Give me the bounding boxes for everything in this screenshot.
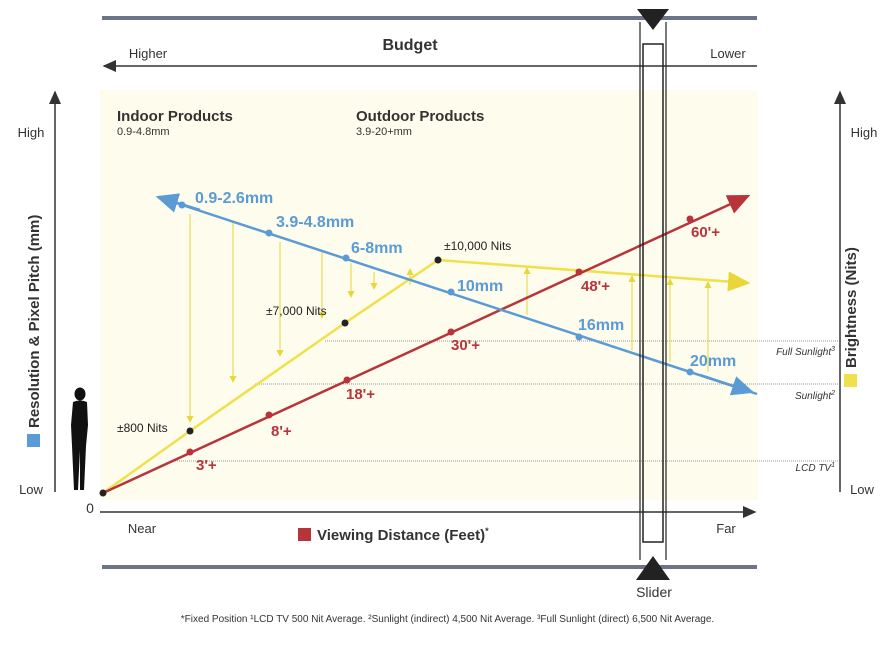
data-point (447, 328, 455, 336)
pitch-label: 6-8mm (351, 240, 403, 257)
nits-label: ±10,000 Nits (444, 239, 511, 253)
data-point (178, 201, 186, 209)
slider-top-handle-icon[interactable] (637, 9, 669, 30)
pitch-label: 20mm (690, 353, 736, 370)
data-point (342, 254, 350, 262)
nits-label: ±7,000 Nits (266, 304, 327, 318)
right-axis-title: Brightness (Nits) (843, 247, 860, 368)
pixel-pitch-line (157, 195, 758, 396)
pitch-label: 16mm (578, 317, 624, 334)
slider[interactable]: Slider (636, 9, 672, 600)
outdoor-range: 3.9-20+mm (356, 126, 412, 138)
right-axis-swatch (844, 374, 857, 387)
slider-label: Slider (636, 584, 672, 600)
origin-label: 0 (86, 500, 94, 516)
pixel-pitch-arrowhead (699, 373, 755, 396)
right-axis-title-group: Brightness (Nits) (843, 247, 860, 387)
brightness-points: ±800 Nits ±7,000 Nits ±10,000 Nits (117, 239, 511, 435)
nits-label: ±800 Nits (117, 421, 168, 435)
slider-bottom-handle-icon[interactable] (636, 556, 670, 580)
reference-lines: Full Sunlight3 Sunlight2 LCD TV1 (175, 340, 838, 474)
distance-label: 3'+ (196, 457, 217, 474)
person-icon (71, 387, 88, 490)
origin-point (99, 489, 107, 497)
left-axis-low: Low (19, 482, 43, 497)
x-axis-far: Far (716, 521, 736, 536)
pitch-label: 0.9-2.6mm (195, 190, 273, 207)
budget-title: Budget (382, 37, 438, 54)
data-point (575, 268, 583, 276)
x-axis-swatch (298, 528, 311, 541)
data-point (265, 411, 273, 419)
data-point (343, 376, 351, 384)
plot-background (100, 90, 758, 500)
data-point (341, 319, 349, 327)
pitch-label: 3.9-4.8mm (276, 214, 354, 231)
indoor-range: 0.9-4.8mm (117, 126, 170, 138)
data-point (265, 229, 273, 237)
left-axis-title: Resolution & Pixel Pitch (mm) (26, 215, 43, 428)
data-point (447, 288, 455, 296)
right-axis-low: Low (850, 482, 874, 497)
data-point (434, 256, 442, 264)
data-point (186, 448, 194, 456)
data-point (686, 215, 694, 223)
budget-lower-label: Lower (710, 46, 746, 61)
brightness-arrows (186, 214, 712, 423)
x-axis-title: Viewing Distance (Feet)* (317, 526, 489, 544)
budget-higher-label: Higher (129, 46, 168, 61)
indoor-title: Indoor Products (117, 108, 233, 125)
pixel-pitch-points: 0.9-2.6mm 3.9-4.8mm 6-8mm 10mm 16mm 20mm (178, 190, 736, 376)
distance-label: 8'+ (271, 423, 292, 440)
outdoor-title: Outdoor Products (356, 108, 484, 125)
distance-label: 18'+ (346, 386, 375, 403)
x-axis-near: Near (128, 521, 157, 536)
left-axis-high: High (18, 125, 45, 140)
distance-label: 30'+ (451, 337, 480, 354)
ref-label-lcd-tv: LCD TV1 (796, 462, 836, 474)
ref-label-full-sunlight: Full Sunlight3 (776, 346, 835, 358)
data-point (686, 368, 694, 376)
right-axis-high: High (851, 125, 878, 140)
data-point (575, 333, 583, 341)
left-axis-swatch (27, 434, 40, 447)
viewing-distance-points: 3'+ 8'+ 18'+ 30'+ 48'+ 60'+ (186, 215, 720, 474)
left-axis-title-group: Resolution & Pixel Pitch (mm) (26, 215, 43, 447)
ref-label-sunlight: Sunlight2 (795, 390, 835, 402)
distance-label: 60'+ (691, 224, 720, 241)
pitch-label: 10mm (457, 278, 503, 295)
footnote: *Fixed Position ¹LCD TV 500 Nit Average.… (180, 614, 715, 625)
slider-track[interactable] (642, 43, 664, 543)
distance-label: 48'+ (581, 278, 610, 295)
data-point (186, 427, 194, 435)
